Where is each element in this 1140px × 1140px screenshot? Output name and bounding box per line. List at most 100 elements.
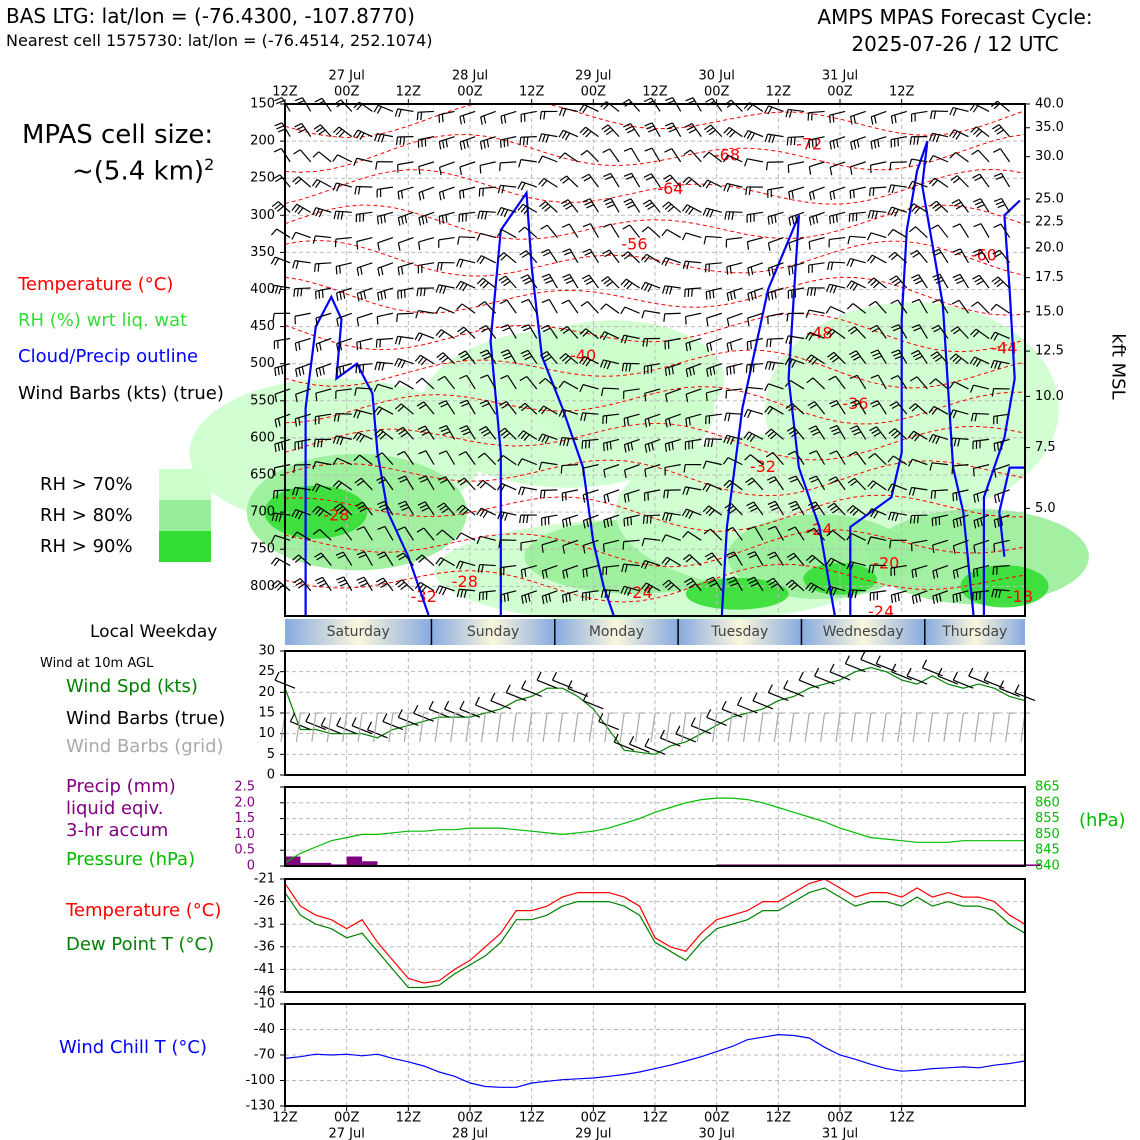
wind-barb-shaft [546, 224, 558, 238]
wind-barb-flag [969, 103, 976, 111]
wind-barb-flag [270, 535, 276, 543]
wind-barb [870, 400, 887, 415]
wind-barb-shaft [706, 312, 722, 319]
wind-barb [417, 262, 435, 274]
top-time-tick-label: 00Z [827, 85, 853, 100]
wind-barb-flag [993, 197, 1002, 203]
wind-barb-shaft [808, 262, 825, 266]
wind-barb-flag [934, 276, 942, 281]
wind-barb-flag [579, 328, 587, 335]
wind-barb [456, 303, 476, 314]
wind-barb-flag [997, 204, 1006, 209]
wind-barb [500, 374, 517, 390]
wind-barb-shaft [994, 331, 1010, 340]
wind-barb-shaft [851, 280, 866, 289]
wind-barb-flag [332, 182, 337, 191]
wind-barb-shaft [935, 378, 949, 390]
barb-flag [428, 700, 434, 710]
wind-barb-flag [846, 258, 851, 267]
wind-barb-flag [562, 545, 566, 554]
wind-barb [293, 287, 311, 297]
wind-barb-shaft [444, 376, 456, 390]
wind-barb-flag [647, 128, 656, 133]
wind-barb-flag [380, 215, 383, 224]
top-date-label: 30 Jul [698, 69, 734, 84]
wind-barb-flag [663, 313, 666, 322]
wind-barb-flag [479, 349, 488, 354]
wind-barb-flag [724, 211, 727, 220]
wind-barb [416, 527, 435, 541]
wind-barb-flag [661, 229, 668, 237]
wind-barb-flag [791, 190, 794, 199]
wind-barb [764, 405, 784, 415]
wind-barb-shaft [974, 103, 990, 112]
wind-barb [663, 489, 681, 499]
wind-barb-flag [398, 555, 407, 561]
wind-barb-flag [435, 284, 440, 293]
wind-barb-shaft [589, 198, 599, 213]
wind-barb-flag [706, 343, 709, 352]
wind-barb-shaft [727, 287, 743, 294]
wind-barb-shaft [563, 380, 579, 390]
wind-barb [746, 236, 764, 250]
wind-barb-flag [910, 249, 918, 255]
wind-barb-flag [421, 191, 425, 200]
wind-barb-shaft [829, 136, 846, 143]
wind-barb-shaft [651, 147, 661, 163]
wind-barb-flag [952, 493, 955, 502]
wind-barb [726, 337, 743, 352]
wind-barb [846, 560, 866, 571]
wind-barb [520, 539, 537, 551]
wind-barb-flag [273, 147, 282, 153]
wind-barb-flag [647, 204, 655, 211]
wind-barb-shaft [589, 223, 599, 238]
wind-barb-flag [828, 476, 837, 482]
wind-barb-shaft [421, 377, 435, 390]
wind-barb-flag [787, 526, 796, 531]
wind-barb [333, 99, 353, 112]
wind-barb-flag [996, 129, 1004, 135]
barb-shaft [613, 741, 635, 751]
barb-flag [320, 717, 326, 726]
wind-barb-flag [517, 181, 523, 190]
wind-barb [846, 532, 866, 541]
wind-barb-shaft [440, 329, 455, 339]
barb-flag [891, 663, 897, 673]
wind-barb-shaft [561, 436, 578, 440]
wind-barb [438, 110, 455, 123]
top-time-tick-label: 00Z [581, 85, 607, 100]
wind10m-barb-grid [804, 712, 815, 743]
wind-barb-shaft [686, 508, 702, 516]
wind-barb-flag [949, 381, 955, 389]
wind-barb-shaft [274, 464, 291, 469]
wind-barb-shaft [377, 211, 394, 218]
wind-barb-shaft [956, 175, 969, 188]
wind-barb [868, 300, 887, 314]
wind-barb-flag [998, 589, 1002, 598]
wind-barb-flag [378, 580, 386, 586]
wind-barb-flag [994, 589, 998, 598]
wind-barb [292, 260, 311, 269]
temperature-contour-label: -48 [806, 324, 832, 343]
wind-barb-shaft [462, 504, 476, 516]
wind-barb-shaft [672, 122, 682, 137]
wind-barb [643, 363, 661, 375]
wind-barb-shaft [768, 383, 784, 390]
wind-barb [726, 287, 743, 302]
precip-bar [285, 856, 301, 866]
wind-barb-shaft [274, 534, 291, 541]
wind-barb-flag [849, 562, 855, 571]
wind-barb-shaft [484, 452, 497, 466]
wind-barb-shaft [691, 123, 702, 137]
wind10m-barb-grid [712, 712, 722, 743]
barb-shaft [557, 713, 564, 743]
wind-barb [643, 489, 661, 502]
wind-barb-shaft [747, 262, 764, 269]
wind-barb-flag [852, 189, 855, 198]
windchill-tick-label: -10 [254, 997, 275, 1012]
wind-barb [354, 387, 373, 396]
wind-barb [788, 236, 805, 251]
wind-barb [993, 514, 1010, 528]
wind-barb [930, 489, 948, 499]
wind-barb [355, 363, 373, 374]
